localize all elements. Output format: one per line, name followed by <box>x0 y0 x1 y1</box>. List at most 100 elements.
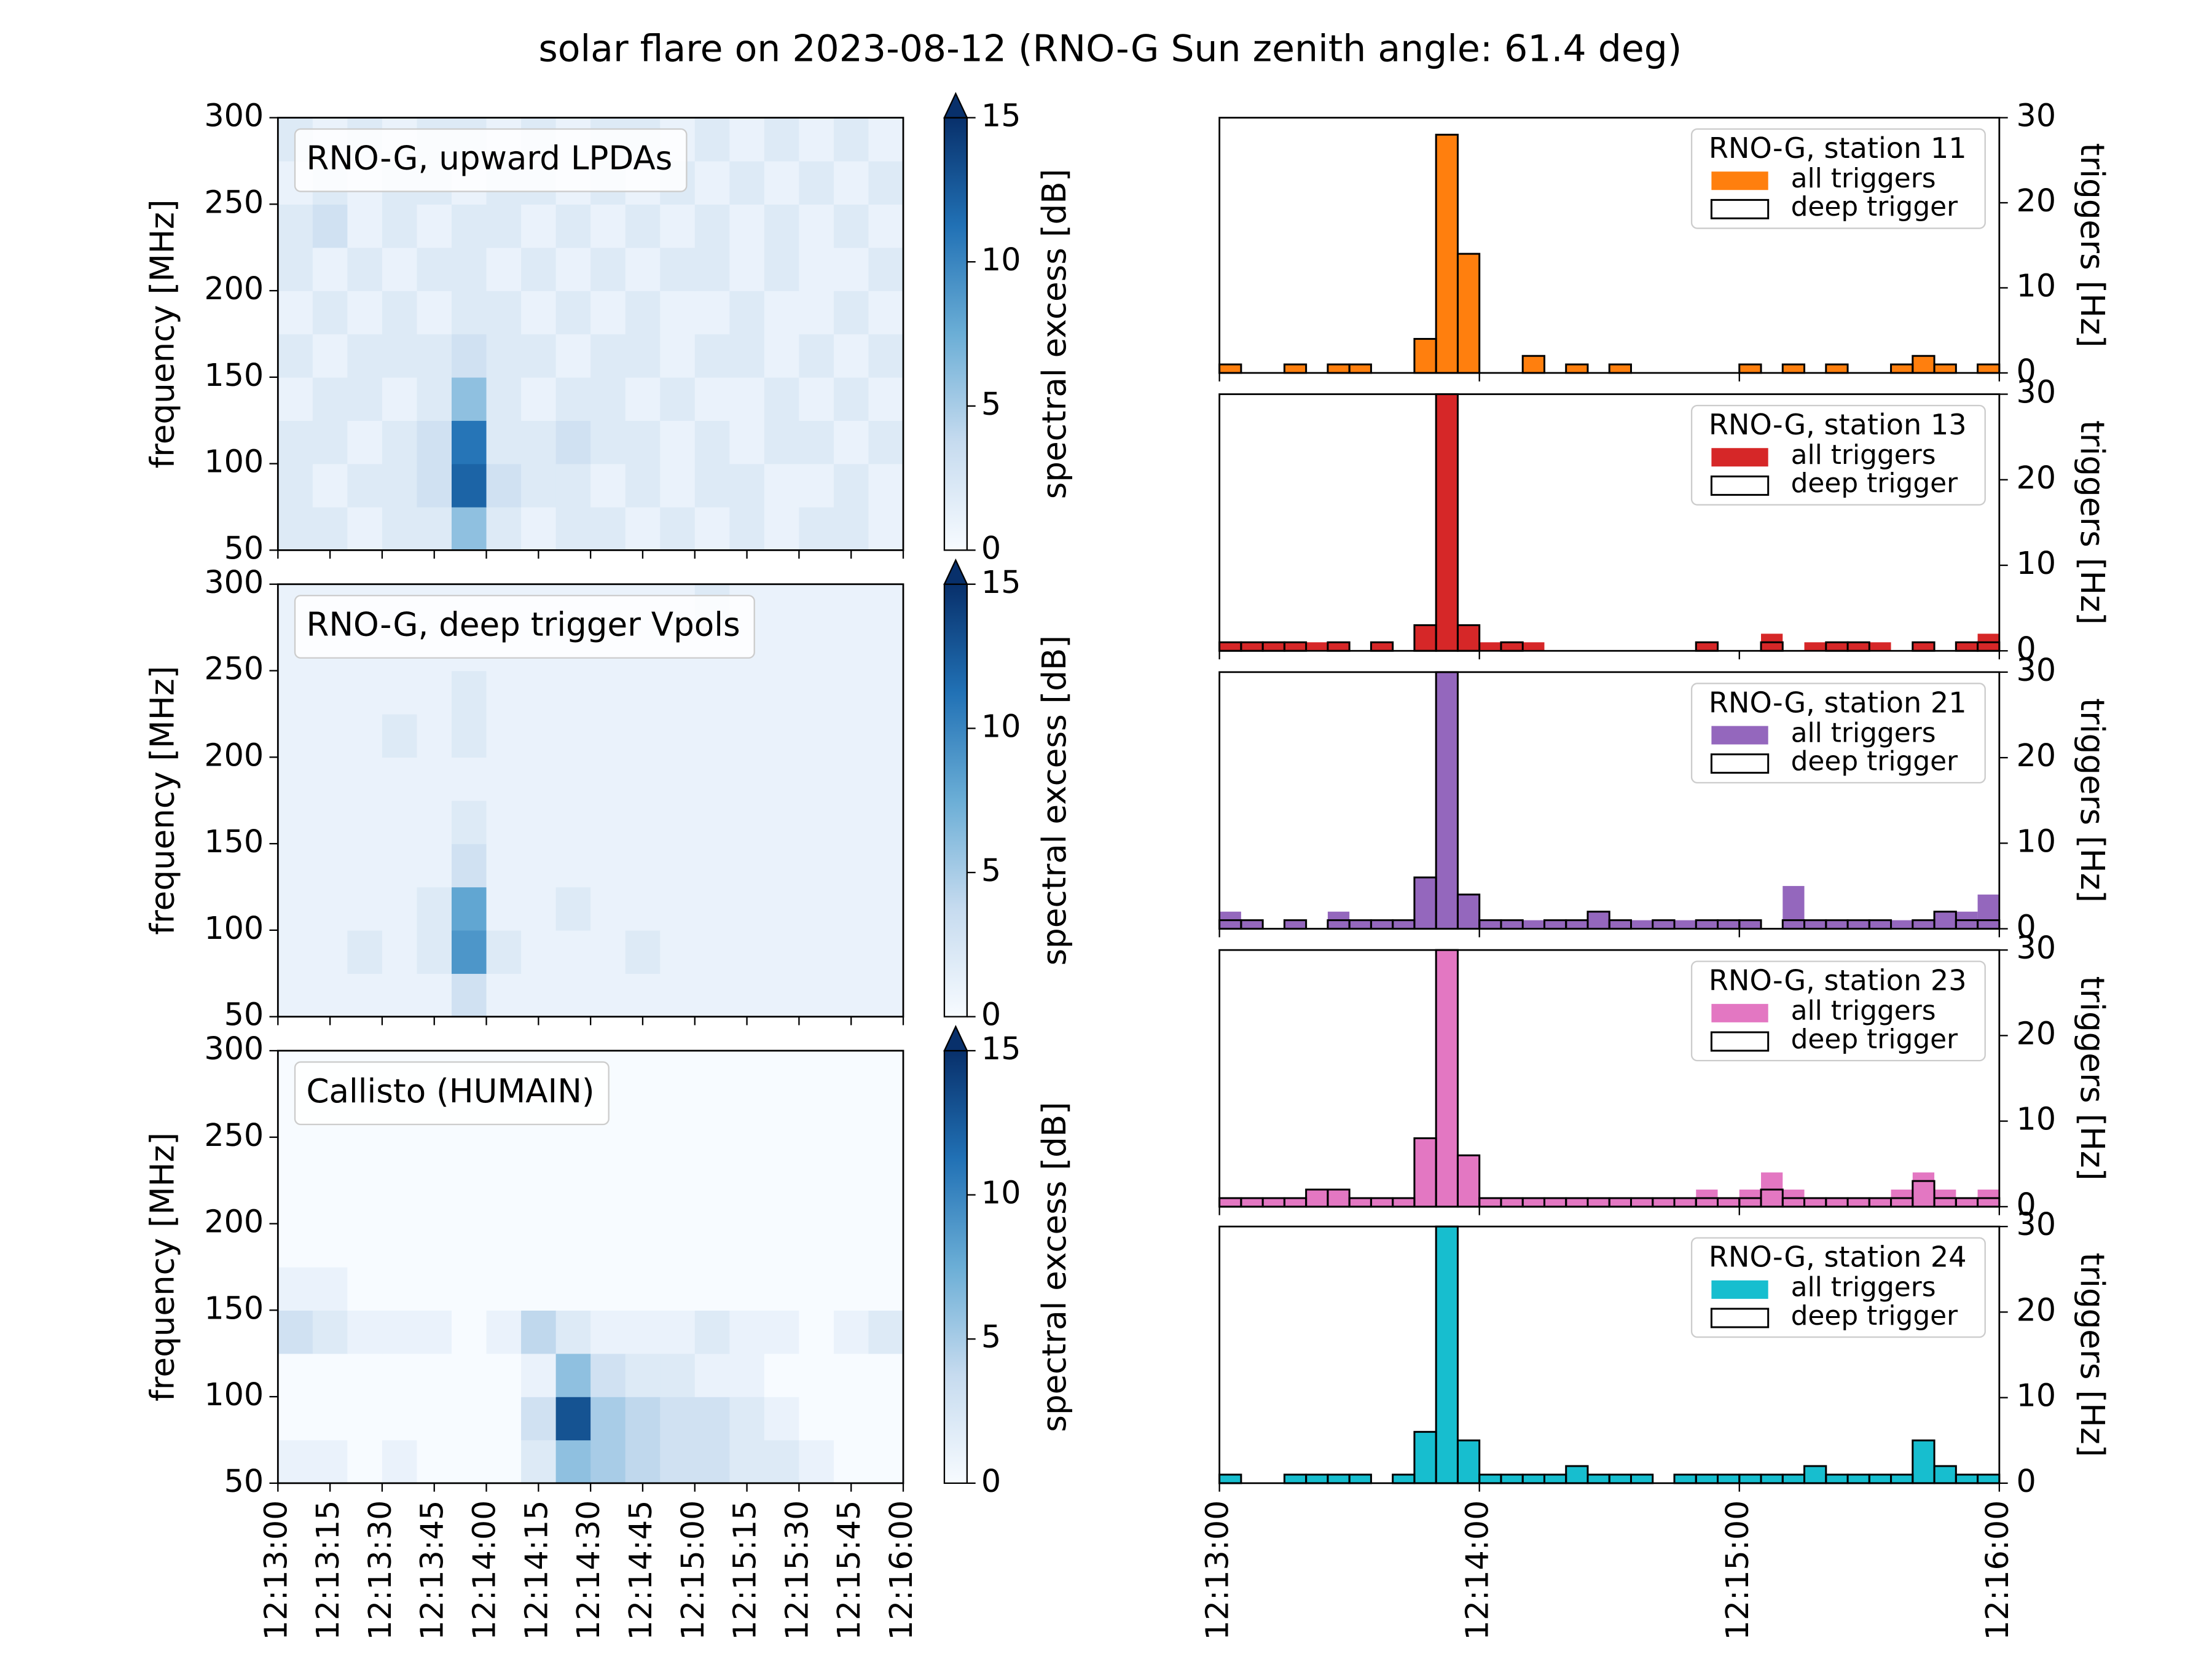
heat-cell <box>382 334 418 378</box>
histogram-bar <box>1436 950 1458 1207</box>
heat-cell <box>625 247 661 291</box>
heat-cell <box>521 377 557 421</box>
x-tick-label: 12:13:15 <box>310 1500 346 1641</box>
colorbar-tick-label: 15 <box>981 98 1021 134</box>
heat-cell <box>660 887 696 931</box>
heat-cell <box>382 844 418 888</box>
heat-cell <box>555 334 591 378</box>
histogram-bar <box>1500 642 1523 651</box>
histogram-bar <box>1457 1440 1480 1483</box>
heat-cell <box>799 1266 834 1311</box>
y-tick-label: 300 <box>204 564 264 600</box>
heat-cell <box>729 1310 765 1354</box>
heat-cell <box>278 670 313 715</box>
heat-cell <box>694 670 730 715</box>
x-tick-label: 12:15:00 <box>1719 1500 1755 1641</box>
colorbar-tick-label: 0 <box>981 997 1001 1033</box>
heat-cell <box>729 377 765 421</box>
heat-cell <box>799 670 834 715</box>
histogram-bar <box>1327 364 1350 373</box>
heat-cell <box>417 247 452 291</box>
heat-cell <box>660 713 696 758</box>
histogram-bar <box>1587 1474 1610 1483</box>
heat-cell <box>417 670 452 715</box>
heat-cell <box>833 584 869 628</box>
heat-cell <box>590 1440 626 1484</box>
heat-cell <box>764 1137 800 1181</box>
histogram-bar <box>1479 920 1501 929</box>
heat-cell <box>452 670 487 715</box>
heat-cell <box>486 463 522 508</box>
heat-cell <box>417 1137 452 1181</box>
histogram-bar <box>1219 1474 1241 1483</box>
heat-cell <box>417 844 452 888</box>
heat-cell <box>660 1094 696 1138</box>
heat-cell <box>729 844 765 888</box>
heat-cell <box>312 757 348 801</box>
histogram-bar <box>1523 642 1545 651</box>
colorbar-tick-label: 0 <box>981 1463 1001 1499</box>
legend-label: all triggers <box>1791 163 1936 194</box>
heat-cell <box>312 377 348 421</box>
heat-cell <box>590 887 626 931</box>
x-tick-label: 12:15:30 <box>779 1500 815 1641</box>
histogram-bar <box>1783 885 1805 929</box>
histogram-bar <box>1631 1198 1653 1207</box>
heat-cell <box>486 1137 522 1181</box>
heat-cell <box>382 800 418 844</box>
heat-cell <box>625 204 661 248</box>
heat-cell <box>555 1180 591 1225</box>
x-tick-label: 12:14:00 <box>466 1500 503 1641</box>
heat-cell <box>555 713 591 758</box>
heat-cell <box>452 463 487 508</box>
heat-cell <box>764 1266 800 1311</box>
heat-cell <box>521 420 557 465</box>
heat-cell <box>694 334 730 378</box>
histogram-bar <box>1479 1474 1501 1483</box>
heat-cell <box>278 507 313 551</box>
heat-cell <box>590 844 626 888</box>
heat-cell <box>417 1180 452 1225</box>
legend-title: RNO-G, station 13 <box>1709 408 1967 441</box>
legend-swatch <box>1711 726 1768 745</box>
y-tick-label: 150 <box>204 357 264 393</box>
y-tick-label: 100 <box>204 444 264 480</box>
heat-cell <box>278 1397 313 1441</box>
histogram-bar <box>1414 339 1437 373</box>
heat-cell <box>417 377 452 421</box>
y-axis-label: triggers [Hz] <box>2073 143 2111 348</box>
heat-cell <box>660 757 696 801</box>
heat-cell <box>764 1440 800 1484</box>
heat-cell <box>312 1223 348 1268</box>
heat-cell <box>555 887 591 931</box>
heat-cell <box>660 1137 696 1181</box>
heat-cell <box>590 670 626 715</box>
x-tick-label: 12:15:45 <box>831 1500 867 1641</box>
heat-cell <box>764 1397 800 1441</box>
heat-cell <box>312 334 348 378</box>
heat-cell <box>555 247 591 291</box>
histogram-bar <box>1891 920 1913 929</box>
heat-cell <box>590 291 626 335</box>
histogram-bar <box>1826 642 1848 651</box>
heat-cell <box>625 1440 661 1484</box>
heat-cell <box>347 1440 383 1484</box>
y-tick-label: 10 <box>2017 1378 2057 1414</box>
heat-cell <box>660 1310 696 1354</box>
y-tick-label: 20 <box>2017 737 2057 774</box>
heat-cell <box>660 204 696 248</box>
histogram-bar <box>1566 364 1588 373</box>
heat-cell <box>694 117 730 162</box>
heat-cell <box>729 887 765 931</box>
heat-cell <box>417 1266 452 1311</box>
heat-cell <box>590 204 626 248</box>
heat-cell <box>660 800 696 844</box>
histogram-bar <box>1566 1466 1588 1483</box>
histogram-bar <box>1241 920 1263 929</box>
heat-cell <box>521 757 557 801</box>
histogram-bar <box>1739 364 1762 373</box>
heat-cell <box>625 713 661 758</box>
y-tick-label: 300 <box>204 1030 264 1067</box>
heat-cell <box>555 973 591 1018</box>
histogram-bar <box>1414 1138 1437 1207</box>
